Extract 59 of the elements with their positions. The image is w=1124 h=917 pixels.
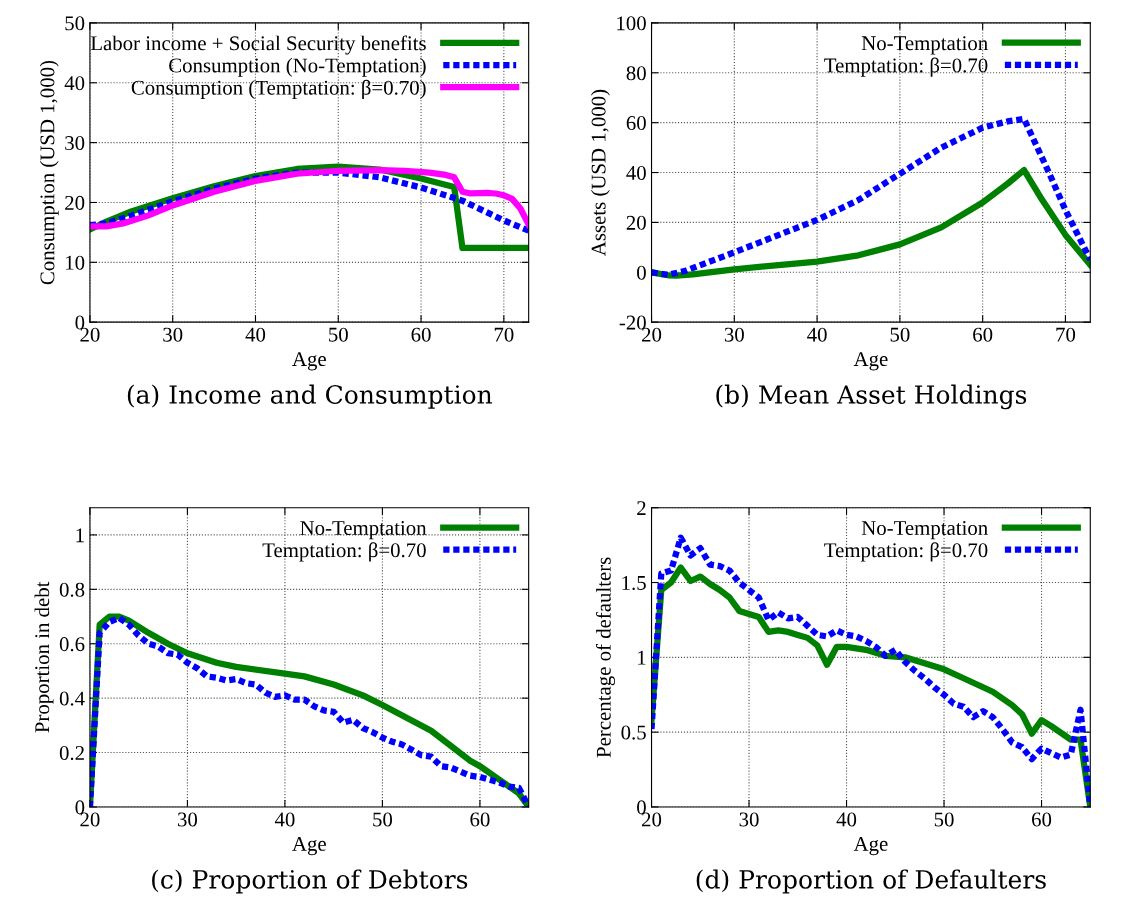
y-tick-label: 40: [64, 76, 85, 91]
text: (a) Income and Consumption: [127, 384, 493, 409]
y-tick-label: 0.8: [59, 582, 85, 597]
x-tick-label: 40: [836, 812, 857, 827]
legend-label: Labor income + Social Security benefits: [90, 35, 426, 55]
x-tick-label: 60: [1032, 812, 1052, 827]
y-tick-label: 100: [617, 16, 646, 31]
x-tick-label: 30: [739, 812, 759, 827]
text: (c) Proportion of Debtors: [152, 869, 468, 894]
y-tick-label: 1.5: [622, 576, 646, 591]
x-tick-label: 40: [807, 327, 827, 342]
legend-label: Consumption (No-Temptation): [169, 57, 426, 77]
y-tick-label: 30: [65, 136, 85, 151]
legend-label: Temptation: β=0.70: [824, 542, 988, 562]
x-tick-label: 70: [494, 327, 514, 342]
y-tick-label: 80: [626, 66, 646, 81]
x-axis-title: Age: [853, 836, 888, 856]
y-axis-title: Proportion in debt: [34, 581, 54, 733]
y-tick-label: 0.6: [59, 637, 85, 652]
y-axis-title: Assets (USD 1,000): [590, 89, 610, 256]
y-tick-label: 0.2: [59, 745, 84, 761]
legend-label: No-Temptation: [861, 36, 988, 55]
y-tick-label: 10: [66, 255, 85, 270]
legend-label: Temptation: β=0.70: [824, 57, 988, 77]
legend-label: Temptation: β=0.70: [262, 542, 426, 562]
y-tick-label: 20: [626, 215, 646, 230]
x-axis-title: Age: [292, 836, 326, 856]
legend-label: No-Temptation: [861, 521, 988, 540]
y-tick-label: 20: [65, 195, 85, 210]
text: (b) Mean Asset Holdings: [716, 384, 1027, 410]
x-tick-label: 50: [373, 812, 393, 827]
x-tick-label: 50: [890, 327, 910, 342]
x-tick-label: 60: [411, 327, 431, 342]
x-tick-label: 60: [470, 812, 490, 827]
y-tick-label: 60: [626, 116, 646, 131]
y-tick-label: 2: [637, 501, 646, 515]
text: (d) Proportion of Defaulters: [696, 869, 1046, 894]
x-tick-label: 30: [178, 812, 198, 827]
y-tick-label: 0: [637, 265, 646, 280]
x-axis-title: Age: [292, 352, 326, 371]
y-axis-title: Percentage of defaulters: [595, 557, 616, 758]
x-axis-title: Age: [853, 352, 888, 371]
x-tick-label: 60: [973, 327, 993, 342]
x-tick-label: 50: [329, 327, 348, 342]
x-tick-label: 70: [1056, 327, 1076, 342]
y-tick-label: 0.5: [621, 725, 646, 740]
x-tick-label: 50: [934, 812, 954, 827]
legend-label: Consumption (Temptation: β=0.70): [131, 79, 426, 99]
y-tick-label: 50: [65, 16, 85, 31]
y-tick-label: 1: [638, 650, 646, 665]
x-tick-label: 40: [274, 812, 295, 827]
y-tick-label: 1: [76, 528, 84, 543]
y-tick-label: 40: [626, 165, 646, 180]
x-tick-label: 30: [724, 327, 744, 342]
x-tick-label: 30: [163, 327, 183, 342]
y-tick-label: 0.4: [59, 691, 85, 706]
y-axis-title: Consumption (USD 1,000): [39, 60, 59, 285]
legend-label: No-Temptation: [300, 521, 427, 540]
x-tick-label: 40: [245, 327, 266, 342]
